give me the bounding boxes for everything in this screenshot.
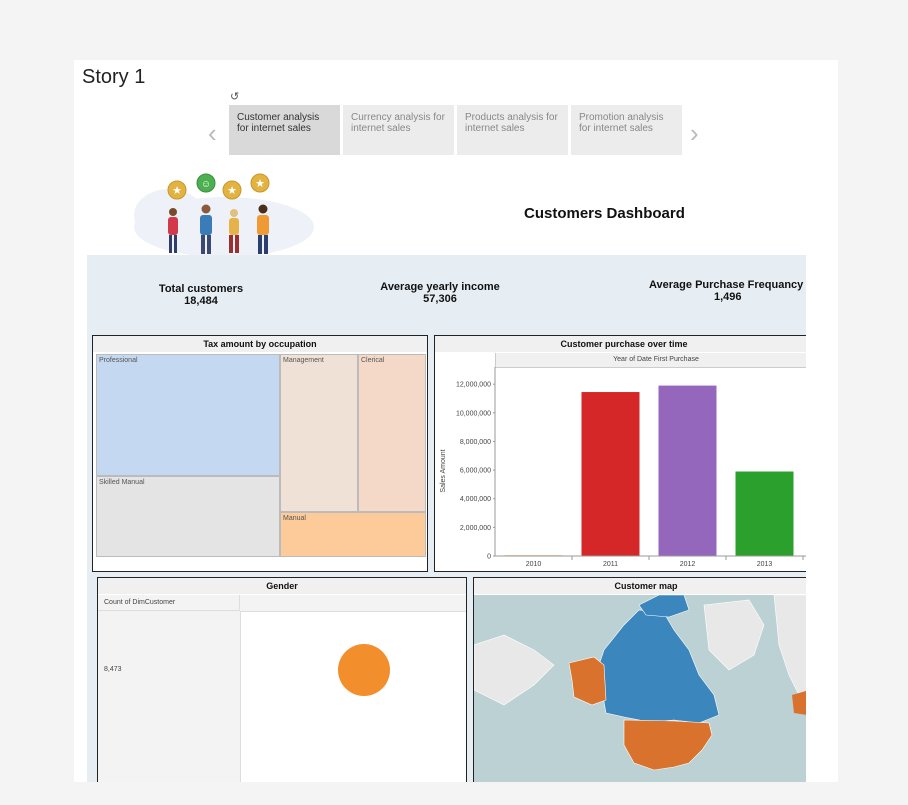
kpi-label: Average Purchase Frequancy — [649, 279, 804, 291]
gender-column-header: Count of DimCustomer — [98, 595, 240, 611]
x-tick-label: 2011 — [603, 561, 618, 568]
bar-2013[interactable] — [735, 471, 794, 556]
y-tick-label: 12,000,000 — [456, 382, 491, 389]
bars — [504, 385, 794, 557]
x-axis: 2010 2011 2012 2013 — [495, 555, 806, 568]
y-tick-label: 6,000,000 — [460, 468, 491, 475]
gender-title: Gender — [98, 578, 466, 594]
y-tick-label: 8,000,000 — [460, 439, 491, 446]
svg-text:☺: ☺ — [201, 179, 211, 190]
gender-row-header: 8,473 — [98, 611, 241, 732]
customer-map-panel: Customer map — [473, 577, 806, 782]
kpi-value: 1,496 — [714, 291, 742, 303]
bar-2011[interactable] — [581, 392, 640, 556]
y-tick-label: 0 — [487, 554, 491, 561]
treemap-cell-management[interactable]: Management — [280, 354, 358, 512]
gender-circle-mark[interactable] — [338, 644, 390, 696]
purchase-chart-panel: Customer purchase over time Year of Date… — [434, 335, 806, 572]
bar-2012[interactable] — [658, 385, 717, 556]
customer-map[interactable] — [474, 595, 806, 782]
kpi-average-purchase-frequency: Average Purchase Frequancy 1,496 — [649, 279, 806, 303]
treemap-panel: Tax amount by occupation Professional Ma… — [92, 335, 428, 572]
treemap-cell-manual[interactable]: Manual — [280, 512, 426, 557]
x-tick-label: 2013 — [757, 561, 773, 568]
tab-products-analysis[interactable]: Products analysis for internet sales — [457, 105, 568, 156]
kpi-total-customers: Total customers 18,484 — [141, 283, 261, 307]
dashboard: ★ ☺ ★ ★ Customers Dashboard Total custom… — [87, 155, 806, 782]
y-tick-label: 4,000,000 — [460, 496, 491, 503]
gender-row-value: 8,473 — [104, 666, 122, 673]
map-greenland — [703, 599, 765, 671]
treemap-cell-skilled-manual[interactable]: Skilled Manual — [96, 476, 280, 557]
tab-promotion-analysis[interactable]: Promotion analysis for internet sales — [571, 105, 682, 156]
customers-illustration: ★ ☺ ★ ★ — [134, 173, 314, 257]
revert-icon[interactable]: ↺ — [230, 91, 240, 103]
map-region-canada-islands[interactable] — [638, 595, 690, 618]
gender-header-spacer — [240, 595, 466, 612]
x-tick-label: 2010 — [526, 561, 542, 568]
gender-plot — [338, 644, 390, 696]
treemap-area: Professional Management Clerical Skilled… — [96, 354, 426, 557]
tab-currency-analysis[interactable]: Currency analysis for internet sales — [343, 105, 454, 156]
kpi-value: 18,484 — [184, 295, 218, 307]
kpi-label: Total customers — [158, 283, 244, 295]
bar-chart: Sales Amount 0 2,000,000 4,000,000 6,000,00… — [440, 367, 806, 568]
gender-row-header-2 — [98, 731, 241, 782]
chart-column-header: Year of Date First Purchase — [495, 353, 806, 368]
kpi-label: Average yearly income — [380, 281, 500, 293]
svg-text:★: ★ — [172, 185, 182, 197]
map-region-alaska[interactable] — [568, 656, 607, 706]
y-axis: 0 2,000,000 4,000,000 6,000,000 8,000,000 10,… — [456, 367, 496, 561]
chart-title: Customer purchase over time — [435, 336, 806, 352]
kpi-average-yearly-income: Average yearly income 57,306 — [370, 281, 510, 305]
svg-text:★: ★ — [255, 178, 265, 190]
y-axis-label: Sales Amount — [440, 449, 447, 492]
dashboard-title: Customers Dashboard — [524, 205, 685, 222]
prev-arrow-icon[interactable]: ‹ — [208, 118, 217, 148]
gender-panel: Gender Count of DimCustomer 8,473 — [97, 577, 467, 782]
kpi-value: 57,306 — [423, 293, 457, 305]
svg-text:★: ★ — [227, 185, 237, 197]
treemap-cell-professional[interactable]: Professional — [96, 354, 280, 476]
map-region-usa[interactable] — [623, 719, 713, 771]
treemap-cell-clerical[interactable]: Clerical — [358, 354, 426, 512]
story-canvas: Story 1 ↺ ‹ Customer analysis for intern… — [74, 60, 838, 782]
map-region-europe[interactable] — [792, 691, 806, 715]
treemap-title: Tax amount by occupation — [93, 336, 427, 352]
x-tick-label: 2012 — [680, 561, 696, 568]
next-arrow-icon[interactable]: › — [690, 118, 699, 148]
tab-customer-analysis[interactable]: Customer analysis for internet sales — [229, 105, 340, 156]
customer-map-title: Customer map — [474, 578, 806, 594]
y-tick-label: 2,000,000 — [460, 525, 491, 532]
map-land-west — [474, 634, 555, 706]
y-tick-label: 10,000,000 — [456, 410, 491, 417]
story-title: Story 1 — [82, 66, 146, 88]
